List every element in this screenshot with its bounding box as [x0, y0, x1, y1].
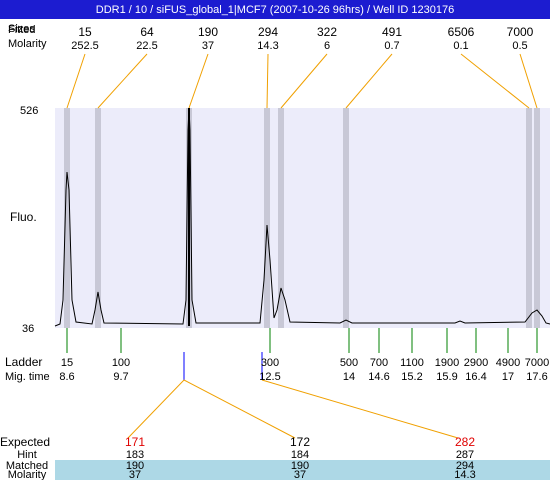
peak-size: 491: [382, 25, 402, 39]
peak-link: [266, 53, 269, 109]
peak-molarity: 6: [324, 40, 330, 52]
peak-link: [460, 53, 530, 109]
row-label: Molarity: [8, 469, 47, 480]
cell-expected: 282: [455, 435, 475, 449]
peak-link: [188, 53, 209, 109]
ladder-size: 15: [61, 357, 73, 369]
cell-molarity: 37: [294, 469, 306, 480]
cell-matched: 190: [291, 460, 309, 472]
matched-band: [55, 460, 550, 480]
peak-link: [345, 53, 393, 109]
ladder-time: 16.4: [465, 371, 486, 383]
peak-size: 7000: [507, 25, 534, 39]
cell-molarity: 37: [129, 469, 141, 480]
ladder-time: 8.6: [59, 371, 74, 383]
ladder-time: 9.7: [113, 371, 128, 383]
ladder-label: Ladder: [5, 355, 42, 369]
y-top: 526: [20, 105, 38, 117]
cell-molarity: 14.3: [454, 469, 475, 480]
peak-band: [343, 108, 349, 328]
ladder-time: 15.9: [436, 371, 457, 383]
row-label: Expected: [0, 435, 50, 449]
peak-band: [534, 108, 540, 328]
y-label: Fluo.: [10, 210, 37, 224]
peak-molarity: 0.5: [512, 40, 527, 52]
sizes-label: Sizes: [8, 23, 35, 35]
title: DDR1 / 10 / siFUS_global_1|MCF7 (2007-10…: [96, 4, 455, 16]
peak-size: 322: [317, 25, 337, 39]
peak-band: [64, 108, 70, 328]
peak-band: [526, 108, 532, 328]
peak-size: 15: [78, 25, 92, 39]
peak-link: [519, 53, 538, 109]
ladder-time: 17.6: [526, 371, 547, 383]
ladder-size: 700: [370, 357, 388, 369]
peak-link: [97, 53, 148, 109]
row-label: Matched: [6, 460, 48, 472]
mig-time-label: Mig. time: [5, 371, 50, 383]
expected-links: [127, 379, 459, 439]
ladder-time: 14.6: [368, 371, 389, 383]
ladder-time: 12.5: [259, 371, 280, 383]
peak-band: [278, 108, 284, 328]
cell-expected: 171: [125, 435, 145, 449]
peak-molarity: 0.7: [384, 40, 399, 52]
molarity-label: Molarity: [8, 38, 47, 50]
peak-band: [264, 108, 270, 328]
cell-expected: 172: [290, 435, 310, 449]
ladder-size: 500: [340, 357, 358, 369]
y-bottom: 36: [22, 323, 34, 335]
ladder-time: 14: [343, 371, 355, 383]
ladder-size: 1900: [435, 357, 459, 369]
peak-molarity: 0.1: [453, 40, 468, 52]
fitted-label: Fitted: [8, 24, 36, 36]
ladder-size: 100: [112, 357, 130, 369]
peak-molarity: 252.5: [71, 40, 99, 52]
ladder-time: 15.2: [401, 371, 422, 383]
title-bar: [0, 0, 550, 19]
ladder-size: 1100: [400, 357, 424, 369]
cell-hint: 184: [291, 449, 309, 461]
peak-size: 294: [258, 25, 278, 39]
ladder-size: 4900: [496, 357, 520, 369]
peak-band: [95, 108, 101, 328]
ladder-size: 300: [261, 357, 279, 369]
peak-molarity: 22.5: [136, 40, 157, 52]
peak-size: 190: [198, 25, 218, 39]
trace: [54, 107, 550, 327]
peak-link: [66, 53, 86, 109]
cell-matched: 190: [126, 460, 144, 472]
peak-size: 64: [140, 25, 154, 39]
cell-hint: 183: [126, 449, 144, 461]
peak-molarity: 14.3: [257, 40, 278, 52]
plot-area: [55, 108, 550, 328]
ladder-size: 7000: [525, 357, 549, 369]
cell-matched: 294: [456, 460, 474, 472]
ladder-size: 2900: [464, 357, 488, 369]
peak-link: [280, 53, 328, 109]
ladder-time: 17: [502, 371, 514, 383]
row-label: Hint: [17, 449, 37, 461]
cell-hint: 287: [456, 449, 474, 461]
peak-size: 6506: [448, 25, 475, 39]
peak-molarity: 37: [202, 40, 214, 52]
